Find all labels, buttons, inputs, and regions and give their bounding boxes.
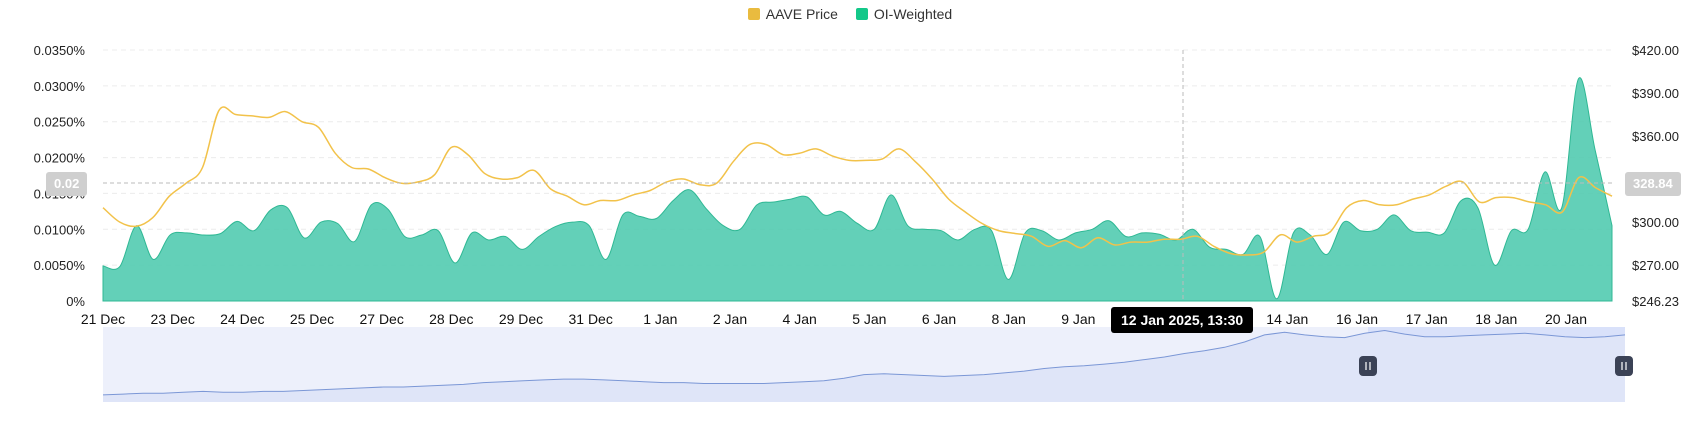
y-right-tick: $360.00	[1632, 129, 1679, 144]
y-right-tick: $246.23	[1632, 294, 1679, 309]
x-tick-label: 8 Jan	[992, 311, 1026, 327]
y-left-tick: 0.0050%	[34, 258, 86, 273]
x-tick-label: 1 Jan	[643, 311, 677, 327]
crosshair-right-value: 328.84	[1625, 172, 1681, 196]
navigator-handle-left[interactable]	[1359, 356, 1377, 376]
legend-item-oi-weighted[interactable]: OI-Weighted	[855, 6, 953, 22]
x-tick-label: 31 Dec	[568, 311, 612, 327]
x-tick-label: 28 Dec	[429, 311, 473, 327]
y-right-tick: $270.00	[1632, 258, 1679, 273]
aave-price-line	[102, 106, 1613, 256]
y-right-tick: $300.00	[1632, 215, 1679, 230]
legend-item-aave-price[interactable]: AAVE Price	[747, 6, 838, 22]
legend-swatch-oi-weighted	[855, 8, 868, 20]
legend-label-oi-weighted: OI-Weighted	[873, 6, 953, 22]
y-left-tick: 0.0200%	[34, 151, 86, 166]
x-tick-label: 9 Jan	[1061, 311, 1095, 327]
crosshair-left-value: 0.02	[46, 172, 88, 196]
x-tick-label: 14 Jan	[1266, 311, 1308, 327]
crosshair-date-tooltip: 12 Jan 2025, 13:30	[1111, 307, 1254, 333]
x-tick-label: 27 Dec	[359, 311, 403, 327]
x-tick-label: 21 Dec	[81, 311, 125, 327]
navigator-area	[103, 330, 1625, 402]
y-left-tick: 0.0350%	[34, 43, 86, 58]
y-right-tick: $390.00	[1632, 86, 1679, 101]
x-tick-label: 17 Jan	[1406, 311, 1448, 327]
navigator-handle-right[interactable]	[1615, 356, 1633, 376]
y-left-tick: 0.0300%	[34, 79, 86, 94]
y-left-tick: 0%	[66, 294, 85, 309]
x-tick-label: 18 Jan	[1475, 311, 1517, 327]
x-tick-label: 5 Jan	[852, 311, 886, 327]
x-tick-label: 2 Jan	[713, 311, 747, 327]
x-tick-label: 4 Jan	[783, 311, 817, 327]
x-tick-label: 6 Jan	[922, 311, 956, 327]
x-tick-label: 20 Jan	[1545, 311, 1587, 327]
handle-grip[interactable]	[1615, 356, 1633, 376]
x-tick-label: 25 Dec	[290, 311, 334, 327]
y-left-tick: 0.0250%	[34, 115, 86, 130]
chart-legend: AAVE Price OI-Weighted	[0, 6, 1700, 22]
x-tick-label: 29 Dec	[499, 311, 543, 327]
y-left-tick: 0.0100%	[34, 222, 86, 237]
oi-weighted-area	[102, 77, 1613, 302]
navigator-line	[102, 329, 1626, 396]
y-right-tick: $420.00	[1632, 43, 1679, 58]
legend-label-aave-price: AAVE Price	[765, 6, 838, 22]
handle-grip[interactable]	[1359, 356, 1377, 376]
x-tick-label: 16 Jan	[1336, 311, 1378, 327]
legend-swatch-aave-price	[747, 8, 760, 20]
x-tick-label: 23 Dec	[150, 311, 194, 327]
x-tick-label: 24 Dec	[220, 311, 264, 327]
